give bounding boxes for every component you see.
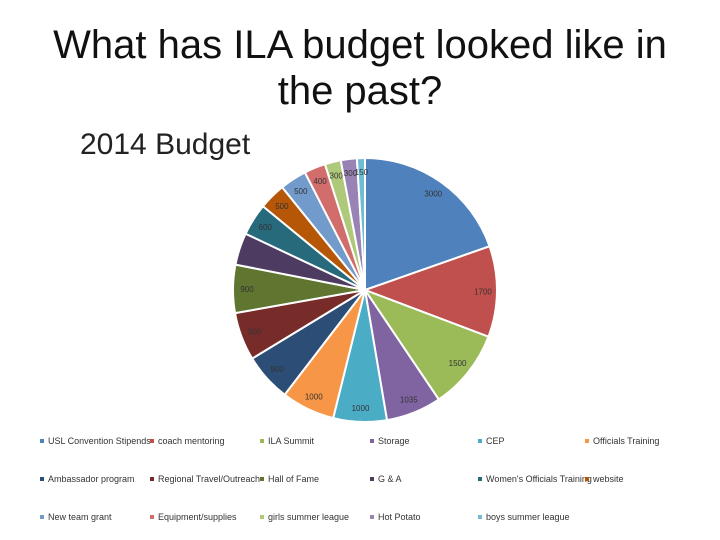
legend-swatch: [40, 515, 44, 519]
legend-swatch: [150, 439, 154, 443]
legend-item: CEP: [478, 436, 505, 446]
legend-swatch: [150, 477, 154, 481]
legend-item: Hall of Fame: [260, 474, 319, 484]
legend-swatch: [260, 515, 264, 519]
legend-label: CEP: [486, 436, 505, 446]
data-label-usl-convention-stipends: 3000: [424, 190, 442, 199]
legend-label: girls summer league: [268, 512, 349, 522]
legend-label: coach mentoring: [158, 436, 225, 446]
legend-item: girls summer league: [260, 512, 349, 522]
legend-label: ILA Summit: [268, 436, 314, 446]
legend-swatch: [478, 477, 482, 481]
legend-item: USL Convention Stipends: [40, 436, 151, 446]
legend-swatch: [478, 515, 482, 519]
data-label-hall-of-fame: 900: [240, 285, 254, 294]
legend-swatch: [585, 477, 589, 481]
legend-label: G & A: [378, 474, 402, 484]
legend-swatch: [478, 439, 482, 443]
legend-swatch: [260, 439, 264, 443]
legend-label: Officials Training: [593, 436, 659, 446]
legend-label: Hall of Fame: [268, 474, 319, 484]
legend-item: Officials Training: [585, 436, 659, 446]
data-label-boys-summer-league: 150: [355, 168, 369, 177]
legend-label: website: [593, 474, 624, 484]
legend-label: Regional Travel/Outreach: [158, 474, 260, 484]
legend-item: coach mentoring: [150, 436, 225, 446]
legend-label: Equipment/supplies: [158, 512, 237, 522]
data-label-website: 500: [275, 202, 289, 211]
legend-swatch: [40, 439, 44, 443]
legend-item: Storage: [370, 436, 410, 446]
legend-item: G & A: [370, 474, 402, 484]
data-label-women-s-officials-training: 600: [259, 223, 273, 232]
legend-label: Women's Officials Training: [486, 474, 592, 484]
data-label-regional-travel-outreach: 900: [248, 328, 262, 337]
legend-item: New team grant: [40, 512, 112, 522]
legend-item: Equipment/supplies: [150, 512, 237, 522]
legend-label: New team grant: [48, 512, 112, 522]
legend-swatch: [260, 477, 264, 481]
legend-swatch: [150, 515, 154, 519]
data-label-ambassador-program: 900: [270, 365, 284, 374]
legend-swatch: [40, 477, 44, 481]
data-label-equipment-supplies: 400: [313, 177, 327, 186]
legend-label: boys summer league: [486, 512, 570, 522]
legend-item: Regional Travel/Outreach: [150, 474, 260, 484]
data-label-storage: 1035: [400, 396, 418, 405]
data-label-new-team-grant: 500: [294, 187, 308, 196]
chart-legend: USL Convention Stipends coach mentoring IL…: [40, 432, 710, 532]
data-label-coach-mentoring: 1700: [474, 287, 492, 296]
data-label-cep: 1000: [352, 404, 370, 413]
legend-item: website: [585, 474, 624, 484]
legend-item: Women's Officials Training: [478, 474, 592, 484]
legend-label: Hot Potato: [378, 512, 421, 522]
legend-item: boys summer league: [478, 512, 570, 522]
data-label-officials-training: 1000: [305, 392, 323, 401]
legend-swatch: [370, 477, 374, 481]
legend-label: Storage: [378, 436, 410, 446]
data-label-girls-summer-league: 300: [330, 172, 344, 181]
legend-swatch: [370, 515, 374, 519]
legend-label: Ambassador program: [48, 474, 135, 484]
legend-swatch: [370, 439, 374, 443]
data-label-ila-summit: 1500: [449, 359, 467, 368]
legend-item: ILA Summit: [260, 436, 314, 446]
legend-label: USL Convention Stipends: [48, 436, 151, 446]
legend-item: Ambassador program: [40, 474, 135, 484]
legend-item: Hot Potato: [370, 512, 421, 522]
legend-swatch: [585, 439, 589, 443]
